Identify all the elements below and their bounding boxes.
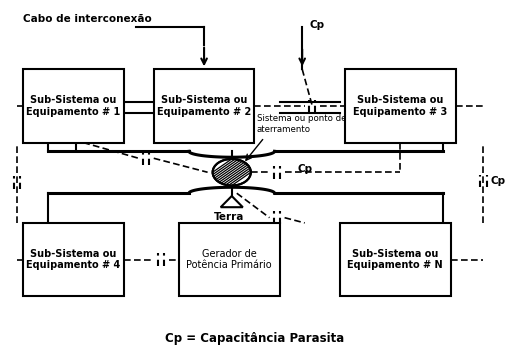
Text: Cp: Cp	[310, 21, 325, 31]
Text: Cp = Capacitância Parasita: Cp = Capacitância Parasita	[165, 332, 344, 345]
Text: Cp: Cp	[491, 176, 506, 186]
Bar	[23, 223, 123, 296]
Text: Sistema ou ponto de
aterramento: Sistema ou ponto de aterramento	[257, 114, 347, 134]
Bar	[340, 223, 451, 296]
Text: Cabo de interconexão: Cabo de interconexão	[23, 13, 152, 23]
Text: Sub-Sistema ou
Equipamento # N: Sub-Sistema ou Equipamento # N	[348, 249, 443, 271]
Bar	[345, 69, 456, 143]
Text: Sub-Sistema ou
Equipamento # 1: Sub-Sistema ou Equipamento # 1	[26, 95, 120, 117]
Text: Sub-Sistema ou
Equipamento # 2: Sub-Sistema ou Equipamento # 2	[157, 95, 251, 117]
Text: Terra: Terra	[214, 212, 244, 223]
Text: Sub-Sistema ou
Equipamento # 3: Sub-Sistema ou Equipamento # 3	[353, 95, 447, 117]
Bar	[154, 69, 254, 143]
Text: Sub-Sistema ou
Equipamento # 4: Sub-Sistema ou Equipamento # 4	[26, 249, 120, 271]
Bar	[23, 69, 123, 143]
Bar	[179, 223, 280, 296]
Circle shape	[212, 159, 251, 186]
Text: Cp: Cp	[297, 164, 312, 174]
Text: Gerador de
Potência Primário: Gerador de Potência Primário	[186, 249, 272, 271]
